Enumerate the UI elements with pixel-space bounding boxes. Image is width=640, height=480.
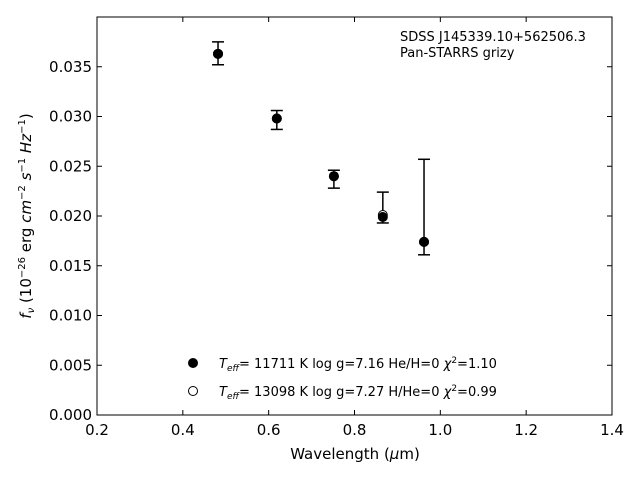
y-tick-label: 0.035 (49, 58, 92, 76)
annotation-line-2: Pan-STARRS grizy (400, 46, 515, 61)
legend-entry-2: Teff= 13098 K log g=7.27 H/He=0 χ2=0.99 (219, 384, 497, 402)
error-bars (212, 41, 431, 256)
x-tick-label: 1.2 (514, 421, 538, 439)
legend-marker-open (188, 386, 198, 396)
plot-frame (96, 16, 613, 416)
legend-marker-filled (188, 358, 198, 368)
x-tick-label: 0.2 (85, 421, 109, 439)
annotation-line-1: SDSS J145339.10+562506.3 (400, 30, 586, 45)
y-axis-title: fν (10−26 erg cm−2 s−1 Hz−1) (17, 113, 37, 318)
x-axis-title: Wavelength (μm) (290, 445, 420, 463)
data-point-filled (271, 113, 282, 124)
y-tick-label: 0.025 (49, 157, 92, 175)
data-points (213, 48, 430, 247)
axis-ticks: 0.2 0.4 0.6 0.8 1.0 1.2 1.4 0.000 0.005 0.010 0.01… (49, 17, 624, 439)
y-tick-label: 0.005 (49, 356, 92, 374)
y-tick-label: 0.030 (49, 108, 92, 126)
y-tick-label: 0.010 (49, 307, 92, 325)
x-tick-label: 1.4 (600, 421, 624, 439)
x-tick-label: 1.0 (428, 421, 452, 439)
y-tick-label: 0.020 (49, 207, 92, 225)
legend-entry-1: Teff= 11711 K log g=7.16 He/H=0 χ2=1.10 (219, 356, 497, 374)
data-point-filled (377, 211, 388, 222)
x-tick-label: 0.8 (343, 421, 367, 439)
legend: Teff= 11711 K log g=7.16 He/H=0 χ2=1.10 … (188, 356, 497, 402)
y-tick-label: 0.015 (49, 257, 92, 275)
x-tick-label: 0.6 (257, 421, 281, 439)
data-point-filled (328, 171, 339, 182)
data-point-filled (213, 48, 224, 59)
x-tick-label: 0.4 (171, 421, 195, 439)
y-tick-label: 0.000 (49, 406, 92, 424)
data-point-filled (419, 236, 430, 247)
